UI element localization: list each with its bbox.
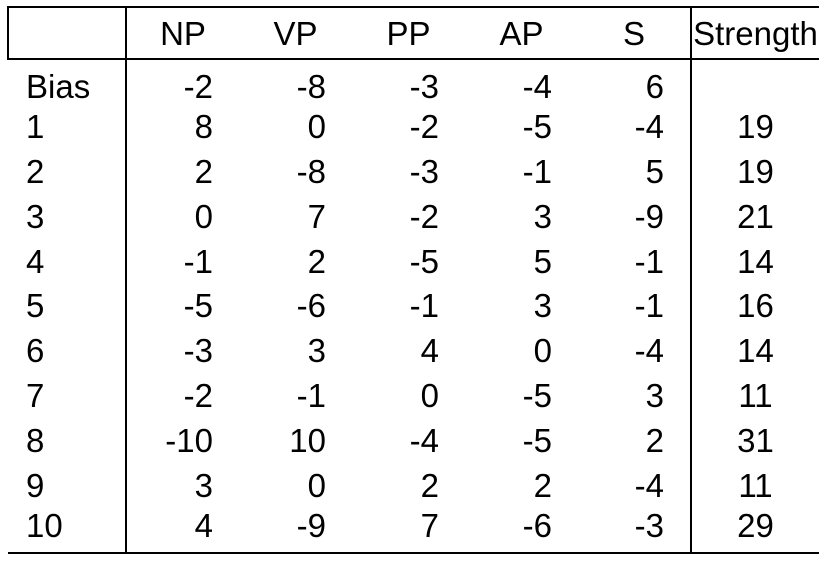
cell-s: -4 — [634, 467, 664, 505]
cell-strength: 14 — [690, 238, 819, 284]
table-row: 2 2 -8 -3 -1 5 19 — [8, 148, 819, 194]
cell-pp: 2 — [420, 467, 439, 505]
cell-pp: 0 — [420, 377, 439, 415]
cell-vp: 0 — [307, 467, 326, 505]
table-row: 6 -3 3 4 0 -4 14 — [8, 328, 819, 374]
table-row: 8 -10 10 -4 -5 2 31 — [8, 418, 819, 464]
header-row-label — [7, 6, 127, 60]
cell-row-label: 4 — [8, 238, 127, 284]
cell-pp: -2 — [409, 197, 439, 235]
cell-row-label: 3 — [8, 193, 127, 239]
cell-np: -5 — [183, 287, 213, 325]
cell-row-label: 2 — [8, 148, 127, 194]
cell-vp: -6 — [296, 287, 326, 325]
cell-vp: 10 — [289, 422, 326, 460]
cell-strength: 31 — [690, 418, 819, 464]
cell-row-label: 1 — [8, 103, 127, 149]
cell-np: -10 — [165, 422, 213, 460]
cell-strength: 19 — [690, 103, 819, 149]
cell-ap: 3 — [533, 287, 552, 325]
table-body: Bias -2 -8 -3 -4 6 1 8 0 -2 -5 -4 19 2 2 -8 -3 -1 5 19 3 0 7 -2… — [8, 59, 819, 554]
cell-row-label: 5 — [8, 283, 127, 329]
cell-row-label: 8 — [8, 418, 127, 464]
cell-row-label: 10 — [8, 508, 127, 554]
cell-row-label: Bias — [8, 59, 127, 104]
cell-ap: -4 — [522, 68, 552, 106]
cell-ap: 2 — [533, 467, 552, 505]
cell-pp: 7 — [352, 508, 465, 554]
cell-s: 3 — [645, 377, 664, 415]
cell-s: -1 — [634, 242, 664, 280]
header-pp: PP — [352, 6, 465, 60]
table-row: 10 4 -9 7 -6 -3 29 — [8, 508, 819, 554]
cell-vp: -8 — [296, 68, 326, 106]
cell-np: 8 — [194, 107, 213, 145]
cell-pp: 4 — [420, 332, 439, 370]
cell-pp: -5 — [409, 242, 439, 280]
cell-s: -4 — [634, 107, 664, 145]
table-row: 7 -2 -1 0 -5 3 11 — [8, 373, 819, 419]
header-ap: AP — [465, 6, 578, 60]
table-row: 9 3 0 2 2 -4 11 — [8, 463, 819, 509]
cell-np: -1 — [183, 242, 213, 280]
cell-s: -1 — [634, 287, 664, 325]
cell-s: -4 — [634, 332, 664, 370]
cell-vp: -1 — [296, 377, 326, 415]
cell-vp: -9 — [239, 508, 352, 554]
cell-strength: 16 — [690, 283, 819, 329]
cell-s: -9 — [634, 197, 664, 235]
cell-pp: -3 — [409, 68, 439, 106]
cell-s: -3 — [578, 508, 691, 554]
cell-row-label: 9 — [8, 463, 127, 509]
weights-table: NP VP PP AP S Strength Bias -2 -8 -3 -4 6 1 8 0-… — [7, 6, 819, 554]
cell-pp: -1 — [409, 287, 439, 325]
cell-ap: -6 — [465, 508, 578, 554]
cell-ap: -5 — [522, 377, 552, 415]
cell-s: 2 — [645, 422, 664, 460]
cell-vp: 0 — [307, 107, 326, 145]
cell-ap: 3 — [533, 197, 552, 235]
cell-s: 6 — [645, 68, 664, 106]
cell-vp: 3 — [307, 332, 326, 370]
header-vp: VP — [239, 6, 352, 60]
table-row: 1 8 0 -2 -5 -4 19 — [8, 103, 819, 149]
cell-pp: -2 — [409, 107, 439, 145]
cell-np: 0 — [194, 197, 213, 235]
cell-strength: 19 — [690, 148, 819, 194]
cell-pp: -3 — [409, 152, 439, 190]
cell-ap: -5 — [522, 422, 552, 460]
cell-s: 5 — [645, 152, 664, 190]
cell-row-label: 6 — [8, 328, 127, 374]
header-strength: Strength — [690, 6, 819, 60]
cell-ap: -5 — [522, 107, 552, 145]
cell-np: 4 — [126, 508, 239, 554]
cell-strength — [690, 59, 819, 104]
cell-strength: 29 — [690, 508, 819, 554]
table-row: Bias -2 -8 -3 -4 6 — [8, 59, 819, 104]
header-np: NP — [126, 6, 239, 60]
cell-strength: 21 — [690, 193, 819, 239]
header-s: S — [578, 6, 691, 60]
cell-strength: 14 — [690, 328, 819, 374]
cell-ap: 0 — [533, 332, 552, 370]
table-row: 3 0 7 -2 3 -9 21 — [8, 193, 819, 239]
header-row: NP VP PP AP S Strength — [7, 6, 819, 60]
cell-pp: -4 — [409, 422, 439, 460]
cell-np: -2 — [183, 68, 213, 106]
table-row: 4 -1 2 -5 5 -1 14 — [8, 238, 819, 284]
cell-ap: -1 — [522, 152, 552, 190]
cell-vp: 2 — [307, 242, 326, 280]
cell-np: 3 — [194, 467, 213, 505]
cell-np: -3 — [183, 332, 213, 370]
cell-vp: -8 — [296, 152, 326, 190]
table-row: 5 -5 -6 -1 3 -1 16 — [8, 283, 819, 329]
cell-np: 2 — [194, 152, 213, 190]
cell-row-label: 7 — [8, 373, 127, 419]
cell-vp: 7 — [307, 197, 326, 235]
cell-np: -2 — [183, 377, 213, 415]
cell-strength: 11 — [690, 373, 819, 419]
cell-ap: 5 — [533, 242, 552, 280]
cell-strength: 11 — [690, 463, 819, 509]
